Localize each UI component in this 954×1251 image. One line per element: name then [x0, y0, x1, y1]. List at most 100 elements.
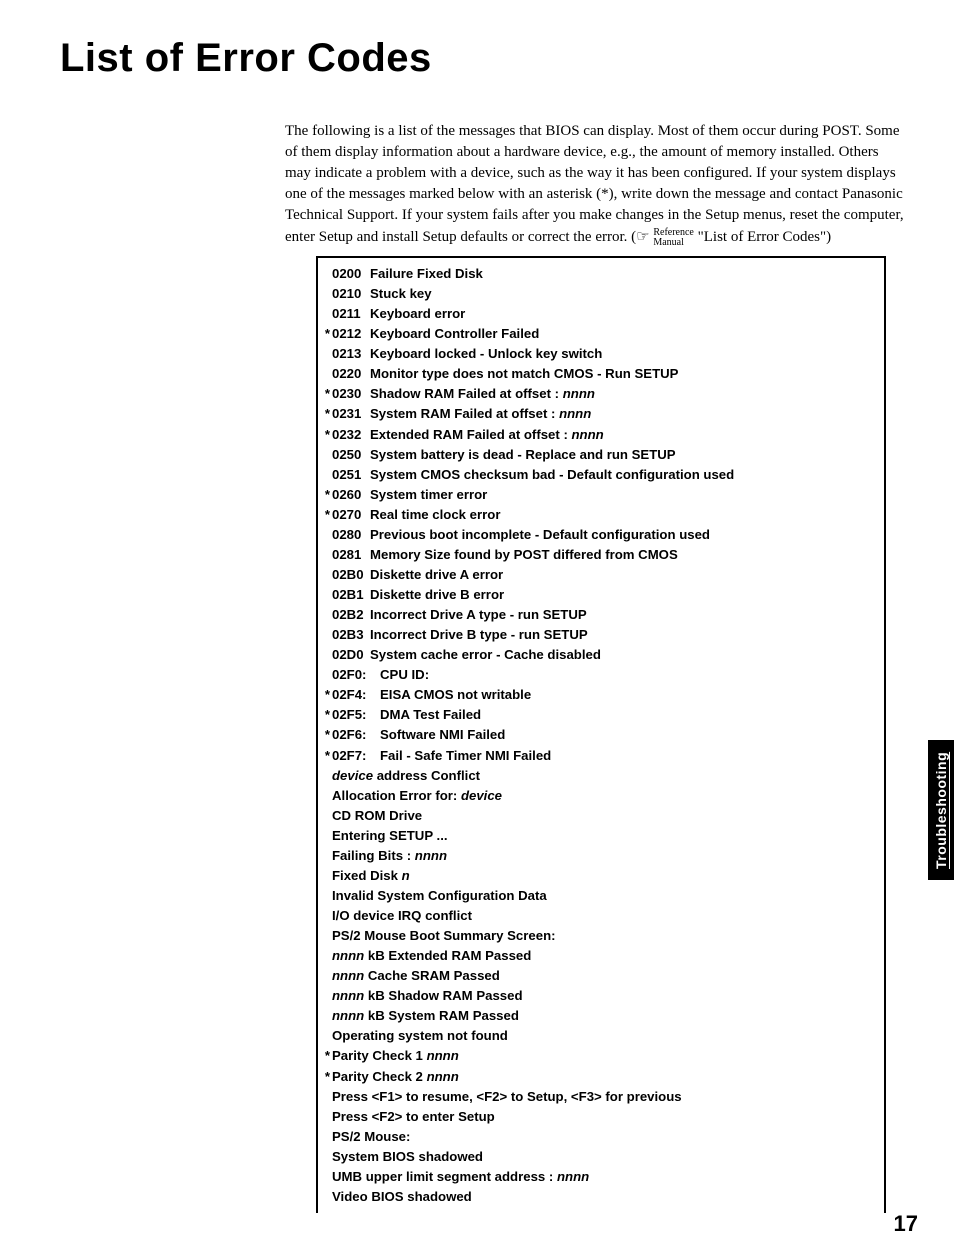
error-code-description: Fail - Safe Timer NMI Failed [378, 746, 884, 766]
asterisk-marker: * [322, 485, 330, 505]
error-message-row: Press <F1> to resume, <F2> to Setup, <F3… [318, 1087, 884, 1107]
error-message-row: device address Conflict [318, 766, 884, 786]
italic-placeholder: n [402, 868, 410, 883]
error-message-text: Press <F1> to resume, <F2> to Setup, <F3… [332, 1087, 884, 1107]
error-code-number: 0251 [330, 465, 368, 485]
error-code-row: 0220Monitor type does not match CMOS - R… [318, 364, 884, 384]
error-code-row: 0250System battery is dead - Replace and… [318, 445, 884, 465]
asterisk-marker: * [322, 505, 330, 525]
error-code-number: 0213 [330, 344, 368, 364]
error-code-number: 0211 [330, 304, 368, 324]
error-message-text: nnnn Cache SRAM Passed [332, 966, 884, 986]
error-message-row: I/O device IRQ conflict [318, 906, 884, 926]
error-message-text: device address Conflict [332, 766, 884, 786]
asterisk-marker: * [322, 384, 330, 404]
error-code-row: 0251System CMOS checksum bad - Default c… [318, 465, 884, 485]
error-message-row: Allocation Error for: device [318, 786, 884, 806]
error-code-row: 0200Failure Fixed Disk [318, 264, 884, 284]
italic-placeholder: nnnn [427, 1069, 459, 1084]
error-code-description: Keyboard Controller Failed [368, 324, 884, 344]
error-code-number: 0281 [330, 545, 368, 565]
italic-placeholder: nnnn [332, 968, 364, 983]
error-message-text: nnnn kB Extended RAM Passed [332, 946, 884, 966]
error-code-description: Diskette drive A error [368, 565, 884, 585]
error-message-text: Operating system not found [332, 1026, 884, 1046]
asterisk-marker: * [322, 1067, 330, 1087]
error-code-number: 02D0 [330, 645, 368, 665]
italic-placeholder: device [461, 788, 502, 803]
error-message-text: CD ROM Drive [332, 806, 884, 826]
error-code-row: *0231System RAM Failed at offset : nnnn [318, 404, 884, 424]
error-codes-box: 0200Failure Fixed Disk0210Stuck key0211K… [316, 256, 886, 1213]
error-message-row: System BIOS shadowed [318, 1147, 884, 1167]
error-message-row: CD ROM Drive [318, 806, 884, 826]
error-code-number: 02B2 [330, 605, 368, 625]
asterisk-marker: * [322, 404, 330, 424]
error-code-number: 0230 [330, 384, 368, 404]
error-message-row: UMB upper limit segment address : nnnn [318, 1167, 884, 1187]
error-message-text: PS/2 Mouse Boot Summary Screen: [332, 926, 884, 946]
error-code-number: 02B0 [330, 565, 368, 585]
error-code-number: 0231 [330, 404, 368, 424]
italic-placeholder: nnnn [572, 427, 604, 442]
error-code-description: System battery is dead - Replace and run… [368, 445, 884, 465]
error-code-description: Stuck key [368, 284, 884, 304]
error-code-description: Previous boot incomplete - Default confi… [368, 525, 884, 545]
error-message-row: nnnn kB Shadow RAM Passed [318, 986, 884, 1006]
error-code-number: 0210 [330, 284, 368, 304]
error-code-description: System RAM Failed at offset : nnnn [368, 404, 884, 424]
asterisk-marker: * [322, 1046, 330, 1066]
intro-text: The following is a list of the messages … [285, 123, 904, 245]
error-message-text: Allocation Error for: device [332, 786, 884, 806]
error-message-text: Failing Bits : nnnn [332, 846, 884, 866]
error-code-row: *02F5:DMA Test Failed [318, 705, 884, 725]
pointer-icon: ☞ [636, 228, 649, 245]
error-code-description: EISA CMOS not writable [378, 685, 884, 705]
error-code-description: Monitor type does not match CMOS - Run S… [368, 364, 884, 384]
error-code-description: Diskette drive B error [368, 585, 884, 605]
error-code-row: *02F4:EISA CMOS not writable [318, 685, 884, 705]
error-code-number: 02F7: [330, 746, 378, 766]
asterisk-marker: * [322, 746, 330, 766]
error-code-number: 0200 [330, 264, 368, 284]
error-code-number: 0250 [330, 445, 368, 465]
error-code-description: Incorrect Drive B type - run SETUP [368, 625, 884, 645]
page-title: List of Error Codes [60, 36, 906, 81]
reference-label: ReferenceManual [653, 228, 694, 248]
error-message-row: Invalid System Configuration Data [318, 886, 884, 906]
error-code-number: 0220 [330, 364, 368, 384]
error-message-text: Entering SETUP ... [332, 826, 884, 846]
error-code-description: Incorrect Drive A type - run SETUP [368, 605, 884, 625]
error-message-row: *Parity Check 1 nnnn [318, 1046, 884, 1066]
error-message-row: nnnn Cache SRAM Passed [318, 966, 884, 986]
error-code-description: Failure Fixed Disk [368, 264, 884, 284]
asterisk-marker: * [322, 324, 330, 344]
error-message-row: Operating system not found [318, 1026, 884, 1046]
error-message-text: nnnn kB Shadow RAM Passed [332, 986, 884, 1006]
italic-placeholder: nnnn [563, 386, 595, 401]
error-message-row: nnnn kB Extended RAM Passed [318, 946, 884, 966]
error-code-row: *0270Real time clock error [318, 505, 884, 525]
error-code-row: 02D0System cache error - Cache disabled [318, 645, 884, 665]
error-message-text: Video BIOS shadowed [332, 1187, 884, 1207]
error-code-description: System cache error - Cache disabled [368, 645, 884, 665]
error-code-row: 0210Stuck key [318, 284, 884, 304]
error-code-row: 02B1Diskette drive B error [318, 585, 884, 605]
error-code-row: *0230Shadow RAM Failed at offset : nnnn [318, 384, 884, 404]
error-message-text: UMB upper limit segment address : nnnn [332, 1167, 884, 1187]
error-code-description: Shadow RAM Failed at offset : nnnn [368, 384, 884, 404]
error-code-row: 02B3Incorrect Drive B type - run SETUP [318, 625, 884, 645]
error-code-number: 02F0: [330, 665, 378, 685]
intro-tail: "List of Error Codes") [694, 229, 831, 245]
error-message-text: nnnn kB System RAM Passed [332, 1006, 884, 1026]
error-message-text: System BIOS shadowed [332, 1147, 884, 1167]
error-code-number: 02F5: [330, 705, 378, 725]
error-message-text: Invalid System Configuration Data [332, 886, 884, 906]
asterisk-marker: * [322, 725, 330, 745]
error-code-row: 02F0:CPU ID: [318, 665, 884, 685]
error-code-number: 0232 [330, 425, 368, 445]
italic-placeholder: nnnn [332, 948, 364, 963]
error-message-row: PS/2 Mouse: [318, 1127, 884, 1147]
page-number: 17 [894, 1211, 918, 1237]
error-code-number: 02F6: [330, 725, 378, 745]
